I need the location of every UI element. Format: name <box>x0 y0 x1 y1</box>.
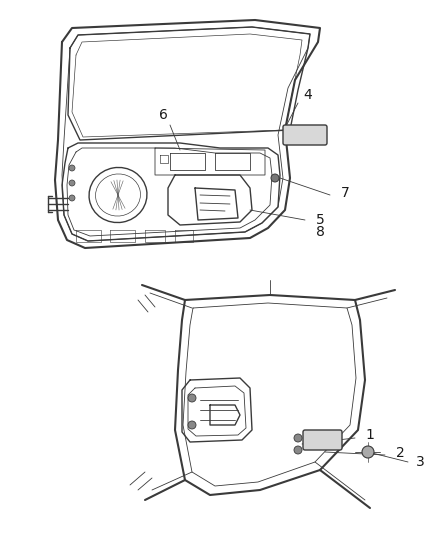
FancyBboxPatch shape <box>303 430 342 450</box>
Circle shape <box>188 394 196 402</box>
Text: 7: 7 <box>341 186 350 200</box>
Circle shape <box>69 165 75 171</box>
Circle shape <box>362 446 374 458</box>
Circle shape <box>69 180 75 186</box>
Circle shape <box>271 174 279 182</box>
Text: 5: 5 <box>316 213 325 227</box>
Circle shape <box>188 421 196 429</box>
Text: 1: 1 <box>366 428 374 442</box>
Text: 4: 4 <box>304 88 312 102</box>
FancyBboxPatch shape <box>283 125 327 145</box>
Circle shape <box>294 434 302 442</box>
Text: 3: 3 <box>416 455 424 469</box>
Text: 6: 6 <box>159 108 167 122</box>
Text: 8: 8 <box>315 225 325 239</box>
Circle shape <box>69 195 75 201</box>
Circle shape <box>294 446 302 454</box>
Text: 2: 2 <box>396 446 404 460</box>
